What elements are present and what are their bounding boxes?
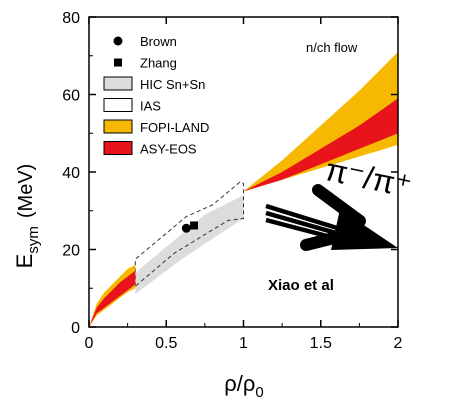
legend-swatch xyxy=(103,98,133,112)
y-tick-label: 80 xyxy=(62,10,80,27)
band-hic-sn-sn xyxy=(135,195,244,295)
point-zhang xyxy=(190,221,199,230)
x-tick-label: 0.5 xyxy=(155,335,177,352)
x-tick-label: 0 xyxy=(85,335,94,352)
svg-text:Esym(MeV): Esym (MeV) xyxy=(12,164,42,269)
band-asy-eos xyxy=(89,270,136,327)
x-tick-label: 1.5 xyxy=(310,335,332,352)
legend-label: Brown xyxy=(140,34,177,49)
legend-swatch xyxy=(103,119,133,134)
legend: Brown Zhang HIC Sn+Sn IAS FOPI-LAND ASY-EOS xyxy=(103,34,209,157)
legend-swatch xyxy=(103,76,133,91)
x-axis-subscript: 0 xyxy=(255,384,263,401)
legend-label: ASY-EOS xyxy=(140,142,197,157)
arrow-head xyxy=(331,209,398,250)
legend-swatch xyxy=(103,141,133,155)
legend-swatch xyxy=(114,58,122,67)
pion-ratio-arrow xyxy=(265,184,398,251)
y-tick-label: 0 xyxy=(71,320,80,337)
legend-label: HIC Sn+Sn xyxy=(140,77,205,92)
y-tick-label: 40 xyxy=(62,165,80,182)
flow-label: n/ch flow xyxy=(306,40,358,55)
y-axis-subscript: sym xyxy=(25,226,42,254)
legend-swatch xyxy=(113,36,123,46)
y-axis-unit: (MeV) xyxy=(15,164,37,218)
y-tick-label: 20 xyxy=(62,243,80,260)
x-tick-label: 1 xyxy=(239,335,248,352)
arrow-bar xyxy=(312,184,366,227)
band-asy-eos xyxy=(243,98,398,192)
point-brown xyxy=(181,223,191,233)
legend-label: Zhang xyxy=(140,56,177,71)
legend-label: IAS xyxy=(140,99,161,114)
citation-label: Xiao et al xyxy=(268,277,334,294)
legend-label: FOPI-LAND xyxy=(140,120,209,135)
y-axis-symbol: E xyxy=(12,254,37,269)
x-axis-label: ρ/ρ0 xyxy=(224,371,264,401)
x-axis-symbol: ρ/ρ xyxy=(224,371,255,396)
y-axis-label: Esym (MeV) xyxy=(12,164,42,269)
x-tick-label: 2 xyxy=(394,335,403,352)
y-tick-label: 60 xyxy=(62,88,80,105)
